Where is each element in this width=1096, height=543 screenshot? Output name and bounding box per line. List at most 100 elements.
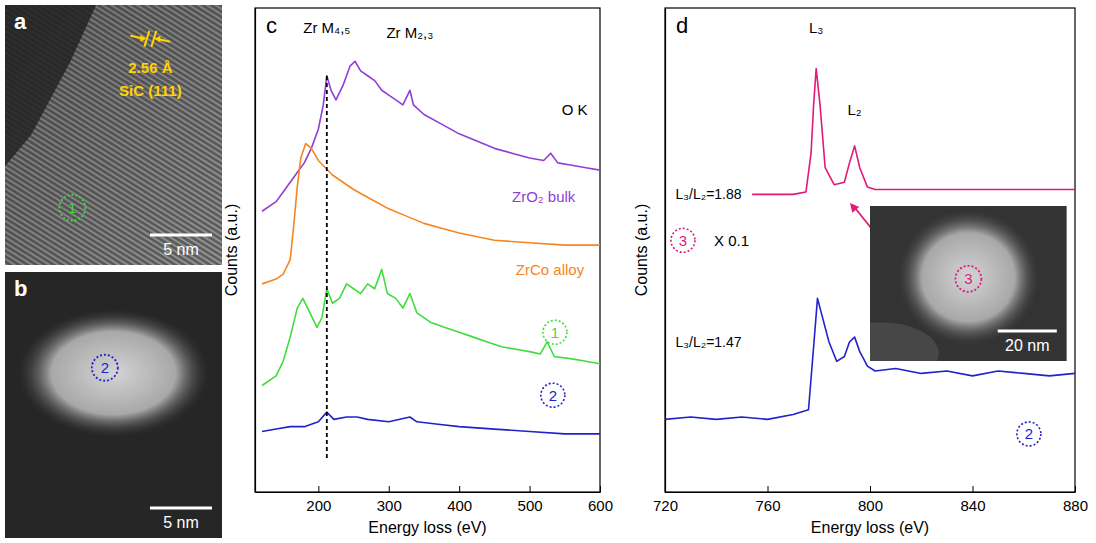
image-shade bbox=[5, 5, 222, 265]
region-label: 2 bbox=[101, 359, 109, 376]
x-tick-mark bbox=[459, 486, 460, 492]
scale-bar bbox=[150, 234, 212, 237]
x-tick: 600 bbox=[588, 486, 613, 514]
support bbox=[870, 322, 939, 361]
spectrum-line bbox=[752, 69, 1075, 195]
image-content bbox=[5, 272, 222, 538]
x-tick-label: 720 bbox=[653, 497, 678, 514]
x-tick-label: 600 bbox=[588, 497, 613, 514]
chart-panel: 200 300 400 500 600 Zr M₄,₅ Zr M₂,₃ O K ZrO₂ bul… bbox=[223, 8, 613, 536]
scale-bar-label: 5 nm bbox=[163, 514, 199, 531]
panel-letter: c bbox=[266, 13, 277, 38]
x-tick-mark bbox=[318, 486, 319, 492]
x-tick-label: 840 bbox=[960, 497, 985, 514]
annotation: Zr M₂,₃ bbox=[386, 24, 433, 41]
x-tick-label: 300 bbox=[377, 497, 402, 514]
x-tick-mark bbox=[600, 486, 601, 492]
annotation: L₃/L₂=1.47 bbox=[676, 334, 742, 350]
annotation: ZrO₂ bulk bbox=[512, 188, 576, 205]
annotation: L₂ bbox=[848, 101, 862, 118]
spectrum-line bbox=[262, 144, 600, 284]
plot-marks bbox=[665, 69, 1075, 420]
annotation: X 0.1 bbox=[714, 232, 749, 249]
image-panel: a 2.56 Å SiC (111) 1 5 nm bbox=[5, 5, 222, 265]
y-axis-title: Counts (a.u.) bbox=[223, 204, 240, 296]
annotation: L₃/L₂=1.88 bbox=[676, 186, 742, 202]
x-axis: 720 760 800 840 880 bbox=[653, 486, 1088, 514]
label-circle bbox=[543, 320, 567, 344]
x-tick-label: 400 bbox=[447, 497, 472, 514]
image-label: 2.56 Å bbox=[128, 59, 172, 76]
x-tick-mark bbox=[530, 486, 531, 492]
spacing-marks bbox=[130, 31, 170, 47]
region-marker bbox=[92, 355, 118, 381]
x-tick-mark bbox=[1075, 486, 1076, 492]
particle bbox=[897, 209, 1040, 345]
x-tick: 500 bbox=[518, 486, 543, 514]
x-tick-label: 760 bbox=[755, 497, 780, 514]
plot-frame bbox=[255, 8, 600, 492]
image-content bbox=[5, 5, 222, 265]
annotation: ZrCo alloy bbox=[516, 261, 585, 278]
region-label: 3 bbox=[964, 270, 972, 287]
x-tick-label: 880 bbox=[1063, 497, 1088, 514]
x-tick-label: 200 bbox=[306, 497, 331, 514]
label-circle bbox=[671, 228, 695, 252]
panel-letter: d bbox=[676, 13, 688, 38]
x-axis-title: Energy loss (eV) bbox=[811, 519, 929, 536]
image-ground bbox=[5, 272, 222, 538]
x-axis-line bbox=[256, 492, 601, 493]
panel-letter: a bbox=[14, 9, 27, 34]
x-axis-title: Energy loss (eV) bbox=[368, 519, 486, 536]
y-axis-title: Counts (a.u.) bbox=[633, 204, 650, 296]
region-marker bbox=[59, 195, 85, 221]
x-tick-mark bbox=[973, 486, 974, 492]
x-tick: 200 bbox=[306, 486, 331, 514]
plot-marks bbox=[262, 61, 600, 458]
panel-letter: b bbox=[14, 276, 27, 301]
x-tick: 760 bbox=[755, 486, 780, 514]
x-tick: 300 bbox=[377, 486, 402, 514]
y-axis bbox=[255, 9, 256, 493]
region-label: 1 bbox=[68, 199, 76, 216]
plot-frame bbox=[665, 8, 1075, 492]
y-axis-line bbox=[255, 9, 256, 493]
image-panel: b 2 5 nm bbox=[5, 272, 222, 538]
image-label: SiC (111) bbox=[119, 82, 182, 99]
scale-bar bbox=[150, 507, 212, 510]
x-axis: 200 300 400 500 600 bbox=[256, 486, 614, 514]
annotation: O K bbox=[562, 101, 588, 118]
image-ground bbox=[5, 5, 222, 265]
scale-bar-label: 5 nm bbox=[163, 241, 199, 258]
x-tick-label: 800 bbox=[858, 497, 883, 514]
particle bbox=[18, 309, 209, 437]
x-tick: 880 bbox=[1063, 486, 1088, 514]
circled-label: 1 bbox=[551, 324, 559, 341]
spectrum-line bbox=[262, 269, 600, 385]
x-tick-mark bbox=[870, 486, 871, 492]
annotation: L₃ bbox=[809, 19, 823, 36]
x-tick: 840 bbox=[960, 486, 985, 514]
image-content bbox=[870, 206, 1067, 361]
circled-label: 3 bbox=[679, 232, 687, 249]
arrow-head bbox=[154, 36, 160, 43]
spectrum-line bbox=[262, 61, 600, 211]
scale-bar-label: 20 nm bbox=[1005, 337, 1049, 354]
reference-line bbox=[326, 76, 328, 458]
scale-bar bbox=[998, 330, 1057, 333]
circled-label: 2 bbox=[1025, 425, 1033, 442]
x-tick: 800 bbox=[858, 486, 883, 514]
annotation: Zr M₄,₅ bbox=[303, 19, 350, 36]
x-tick: 400 bbox=[447, 486, 472, 514]
region-marker bbox=[955, 266, 981, 292]
figure: a 2.56 Å SiC (111) 1 5 nm b 2 5 nm 200 300 400 500 6… bbox=[0, 0, 1096, 543]
image-panel: 3 20 nm bbox=[821, 206, 1067, 384]
x-tick-mark bbox=[389, 486, 390, 492]
label-circle bbox=[1017, 422, 1041, 446]
circled-label: 2 bbox=[549, 387, 557, 404]
inset-arrow-head bbox=[850, 203, 859, 213]
spectrum-line bbox=[262, 412, 600, 434]
x-tick-mark bbox=[768, 486, 769, 492]
x-axis-line bbox=[666, 492, 1076, 493]
chart-panel: 720 760 800 840 880 L₃ L₂ L₃/L₂=1.88 3 X 0.1 L₃/L₂… bbox=[633, 8, 1088, 536]
